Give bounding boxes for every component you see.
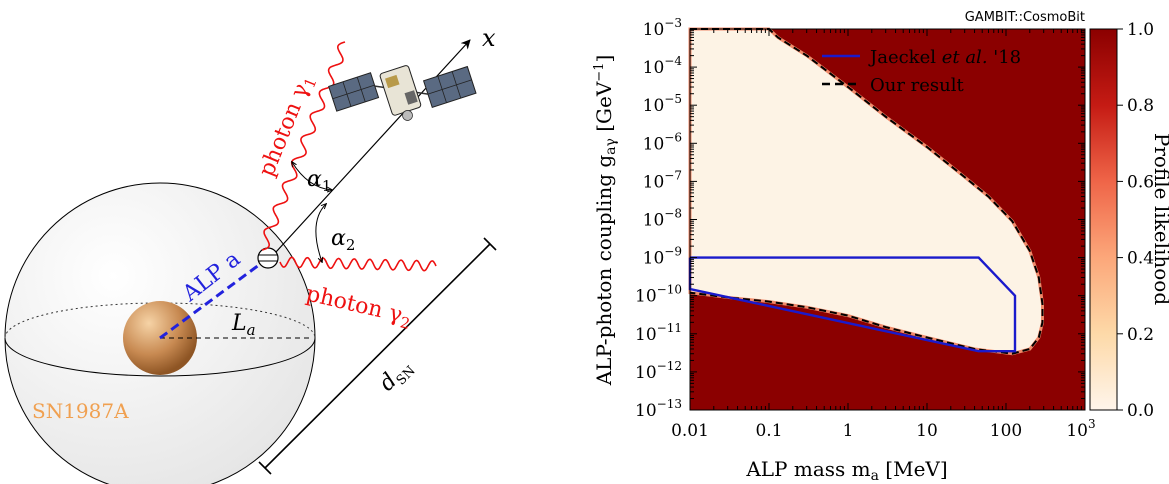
- satellite-icon: [328, 65, 477, 121]
- decay-length-label: La: [231, 311, 256, 339]
- x-tick-label: 103: [1066, 417, 1095, 441]
- x-tick-label: 0.1: [755, 421, 782, 441]
- y-tick-label: 10−10: [635, 283, 682, 307]
- alp-path: [159, 260, 264, 340]
- distance-label: dSN: [375, 354, 419, 398]
- y-tick-label: 10−7: [643, 168, 682, 192]
- supernova-diagram: x photon γ1 photon γ2 α1 α2 ALP a La dSN…: [4, 24, 497, 484]
- y-tick-label: 10−5: [643, 92, 682, 116]
- colorbar-tick-label: 1.0: [1127, 20, 1154, 40]
- x-axis-arrow: [275, 39, 471, 253]
- y-tick-label: 10−8: [643, 207, 682, 231]
- likelihood-chart: 0.01 0.1 1 10 100 103 10−1310−1210−1110−1010−…: [592, 10, 1169, 484]
- photon-2-wave: [279, 256, 437, 272]
- y-tick-label: 10−13: [635, 397, 682, 421]
- colorbar: [1089, 28, 1118, 411]
- alpha-1-arc: [292, 162, 332, 190]
- x-axis-title: ALP mass ma [MeV]: [745, 457, 947, 484]
- our-result-contour: [689, 28, 1044, 355]
- x-axis-label: x: [482, 24, 496, 52]
- y-tick-label: 10−9: [643, 245, 682, 269]
- legend-label-our-result: Our result: [870, 75, 965, 96]
- x-tick-label: 1: [843, 421, 854, 441]
- y-ticks: 10−13 10−12 10−11 10−10 10−9 10−8 10−7 10−6 10−5…: [635, 16, 1085, 421]
- alpha-2-arc: [315, 204, 326, 262]
- source-label: SN1987A: [32, 399, 129, 423]
- y-tick-label: 10−6: [643, 130, 682, 154]
- gambit-tag: GAMBIT::CosmoBit: [965, 10, 1085, 25]
- colorbar-tick-label: 0.6: [1127, 172, 1154, 192]
- colorbar-tick-label: 0.8: [1127, 96, 1154, 116]
- y-tick-label: 10−12: [635, 359, 682, 383]
- y-tick-label: 10−3: [643, 16, 682, 40]
- alpha-2-label: α2: [331, 226, 355, 254]
- y-tick-label: 10−11: [635, 321, 682, 345]
- colorbar-ticks: 0.0 0.2 0.4 0.6 0.8 1.0: [1117, 20, 1154, 421]
- legend-label-jaeckel: Jaeckel et al. '18: [868, 47, 1021, 68]
- legend: Jaeckel et al. '18 Our result: [822, 47, 1021, 96]
- decay-vertex-icon: [257, 247, 279, 269]
- y-tick-label: 10−4: [643, 54, 683, 78]
- x-ticks: 0.01 0.1 1 10 100 103: [671, 29, 1096, 441]
- x-tick-label: 10: [916, 421, 938, 441]
- colorbar-title: Profile likelihood: [1150, 133, 1169, 305]
- colorbar-tick-label: 0.0: [1127, 401, 1154, 421]
- distance-ruler: [258, 237, 497, 475]
- equator-front: [4, 337, 316, 377]
- colorbar-tick-label: 0.2: [1127, 325, 1154, 345]
- photon-1-wave: [261, 41, 346, 251]
- colorbar-tick-label: 0.4: [1127, 249, 1154, 269]
- photon-2-label: photon γ2: [303, 281, 414, 332]
- x-tick-label: 0.01: [671, 421, 709, 441]
- y-axis-title: ALP-photon coupling gaγ [GeV−1]: [592, 55, 619, 387]
- photon-1-label: photon γ1: [254, 71, 320, 181]
- x-tick-label: 100: [990, 421, 1022, 441]
- alpha-1-label: α1: [307, 167, 331, 195]
